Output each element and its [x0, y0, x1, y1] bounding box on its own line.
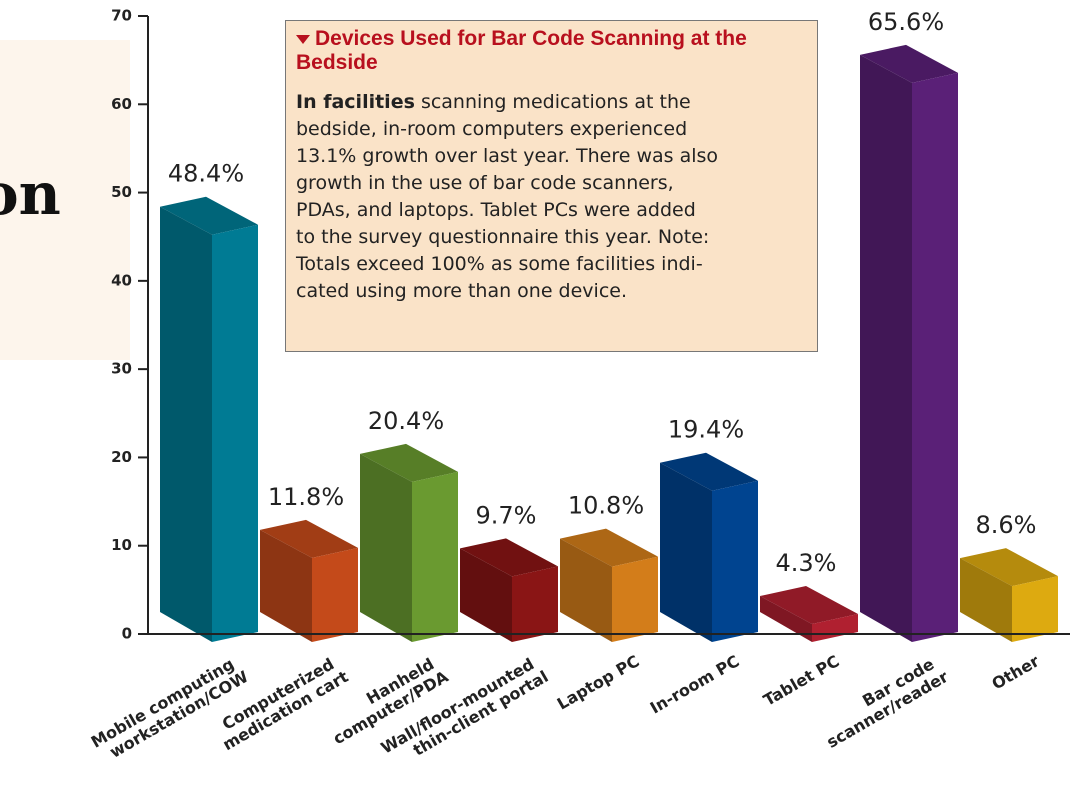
data-label: 9.7% [476, 501, 537, 529]
bar-top [560, 528, 658, 567]
y-tick-label: 20 [111, 448, 132, 466]
bar-side [312, 547, 358, 642]
bar-side [512, 566, 558, 642]
note-line: scanning medications at the [420, 91, 691, 113]
bar [560, 528, 658, 642]
label-line: Other [988, 651, 1042, 693]
bar [360, 443, 458, 642]
bar-top [460, 538, 558, 577]
bar-front [260, 529, 312, 642]
bar [460, 538, 558, 642]
data-label: 19.4% [668, 416, 744, 444]
bar-front [160, 206, 212, 642]
bar-side [612, 556, 658, 642]
note-line: bedside, in-room computers experienced [296, 118, 688, 140]
bar-top [260, 519, 358, 558]
note-body: In facilities scanning medications at th… [296, 89, 807, 305]
note-line: cated using more than one device. [296, 280, 628, 302]
background-panel [0, 40, 130, 360]
data-label: 4.3% [776, 549, 837, 577]
note-title: Devices Used for Bar Code Scanning at th… [296, 27, 807, 75]
bar [160, 196, 258, 642]
data-label: 8.6% [976, 511, 1037, 539]
bar-front [360, 453, 412, 642]
x-tick-label: Tablet PC [760, 651, 842, 710]
data-label: 11.8% [268, 483, 344, 511]
bar-top [160, 196, 258, 235]
triangle-icon [296, 34, 310, 44]
background-text: on [0, 160, 61, 228]
note-line: Totals exceed 100% as some facilities in… [296, 253, 703, 275]
bar-side [212, 224, 258, 642]
bar-top [960, 548, 1058, 587]
y-tick-label: 40 [111, 271, 132, 289]
y-tick-label: 0 [122, 625, 132, 643]
y-tick-label: 50 [111, 183, 132, 201]
bar-front [560, 538, 612, 642]
x-tick-label: Laptop PC [553, 651, 642, 713]
y-tick-label: 60 [111, 95, 132, 113]
bar-front [760, 596, 812, 642]
bar-top [760, 586, 858, 625]
x-tick-label: In-room PC [647, 651, 743, 717]
note-lead: In facilities [296, 91, 415, 113]
bar-top [860, 44, 958, 83]
note-box: Devices Used for Bar Code Scanning at th… [285, 20, 818, 352]
bar-top [660, 452, 758, 491]
data-label: 65.6% [868, 8, 944, 36]
data-label: 20.4% [368, 407, 444, 435]
bar [660, 452, 758, 642]
bar [760, 586, 858, 642]
note-line: to the survey questionnaire this year. N… [296, 226, 710, 248]
bar-front [460, 548, 512, 642]
note-line: growth in the use of bar code scanners, [296, 172, 674, 194]
x-tick-label: Other [988, 651, 1042, 693]
bar [260, 519, 358, 642]
y-tick-label: 10 [111, 536, 132, 554]
data-label: 48.4% [168, 160, 244, 188]
bar [860, 44, 958, 643]
label-line: Laptop PC [553, 651, 642, 713]
note-line: 13.1% growth over last year. There was a… [296, 145, 719, 167]
bar-side [812, 614, 858, 642]
y-tick-label: 30 [111, 360, 132, 378]
bar-side [412, 471, 458, 642]
bar-front [660, 462, 712, 642]
bar-front [860, 54, 912, 643]
bar [960, 548, 1058, 642]
label-line: Tablet PC [760, 651, 842, 710]
data-label: 10.8% [568, 492, 644, 520]
label-line: In-room PC [647, 651, 743, 717]
bar-front [960, 558, 1012, 642]
bar-side [912, 72, 958, 643]
bar-top [360, 443, 458, 482]
title-text: Devices Used for Bar Code Scanning at th… [296, 27, 747, 74]
note-line: PDAs, and laptops. Tablet PCs were added [296, 199, 696, 221]
bar-side [1012, 576, 1058, 642]
y-tick-label: 70 [111, 7, 132, 25]
bar-side [712, 480, 758, 642]
